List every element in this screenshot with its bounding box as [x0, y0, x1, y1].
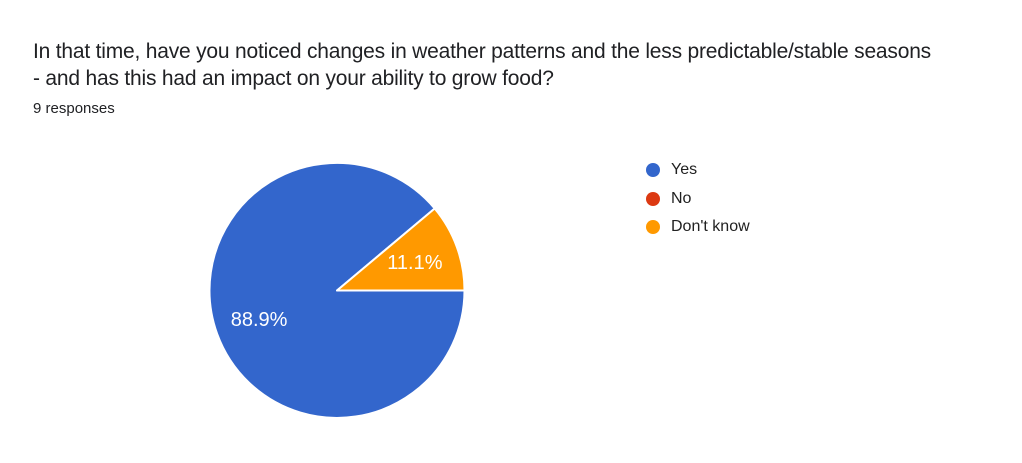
legend-color-swatch-icon: [646, 191, 660, 206]
legend-color-swatch-icon: [646, 163, 660, 178]
legend-label: Don't know: [671, 217, 750, 235]
legend-label: No: [671, 189, 692, 207]
legend-item-yes: Yes: [646, 156, 750, 184]
legend-item-don-t-know: Don't know: [646, 213, 750, 241]
question-title-line-2: - and has this had an impact on your abi…: [33, 67, 554, 90]
legend-item-no: No: [646, 184, 750, 212]
pie-slice-don-t-know[interactable]: [336, 207, 466, 292]
question-title-line-1: In that time, have you noticed changes i…: [33, 40, 931, 63]
responses-count: 9 responses: [33, 100, 115, 117]
slice-label-yes: 88.9%: [231, 309, 288, 331]
question-title: In that time, have you noticed changes i…: [33, 38, 1008, 92]
slice-label-don-t-know: 11.1%: [387, 252, 442, 274]
chart-legend: Yes No Don't know: [646, 156, 750, 241]
legend-label: Yes: [671, 161, 698, 179]
legend-color-swatch-icon: [646, 219, 660, 234]
